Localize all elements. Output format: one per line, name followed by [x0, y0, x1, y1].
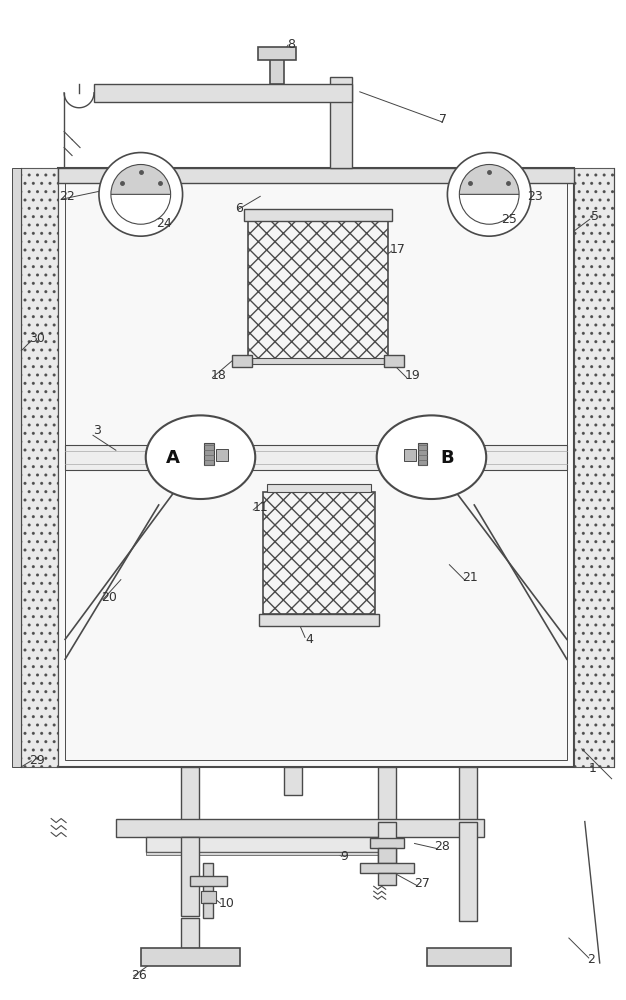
Bar [180, 767, 198, 825]
Text: 11: 11 [252, 501, 268, 514]
Bar [459, 822, 477, 921]
Text: 4: 4 [305, 633, 313, 646]
Text: 19: 19 [404, 369, 420, 382]
Text: 20: 20 [101, 591, 117, 604]
Bar [377, 873, 396, 885]
Bar [116, 819, 485, 837]
Bar [58, 168, 574, 183]
Wedge shape [111, 164, 171, 194]
Bar [13, 168, 21, 767]
Bar [428, 948, 511, 966]
Bar [574, 168, 613, 767]
Bar [360, 863, 414, 873]
Text: 2: 2 [587, 953, 595, 966]
Bar [58, 168, 574, 767]
Bar [180, 837, 198, 916]
Bar [259, 47, 296, 60]
Bar [205, 443, 215, 465]
Text: 3: 3 [93, 424, 101, 437]
Text: A: A [166, 449, 180, 467]
Bar [267, 484, 371, 492]
Bar [190, 876, 227, 886]
Circle shape [99, 153, 183, 236]
Bar [232, 355, 252, 367]
Bar [146, 837, 394, 852]
Bar [270, 52, 284, 84]
Bar [65, 445, 567, 470]
Bar [377, 822, 396, 863]
Bar [284, 767, 302, 795]
Text: 22: 22 [59, 190, 75, 203]
Ellipse shape [146, 415, 255, 499]
Text: B: B [441, 449, 454, 467]
Bar [370, 838, 404, 848]
Bar [146, 852, 394, 855]
Text: 8: 8 [287, 38, 295, 51]
Text: 17: 17 [389, 243, 406, 256]
Bar [249, 221, 387, 361]
Bar [203, 903, 213, 918]
Bar [459, 767, 477, 822]
Bar [141, 948, 240, 966]
Bar [94, 84, 352, 102]
Text: 21: 21 [463, 571, 478, 584]
Bar [21, 168, 58, 767]
Bar [65, 175, 567, 760]
Text: 26: 26 [131, 969, 146, 982]
Bar [259, 614, 379, 626]
Bar [244, 209, 392, 221]
Bar [180, 918, 198, 948]
Bar [418, 443, 428, 465]
Text: 25: 25 [501, 213, 517, 226]
Bar [217, 449, 228, 461]
Bar [252, 358, 384, 364]
Text: 18: 18 [210, 369, 227, 382]
Wedge shape [459, 164, 519, 194]
Bar [263, 492, 375, 614]
Ellipse shape [377, 415, 486, 499]
Text: 23: 23 [527, 190, 543, 203]
Text: 7: 7 [439, 113, 448, 126]
Text: 28: 28 [434, 840, 450, 853]
Bar [203, 863, 213, 891]
Text: 6: 6 [235, 202, 244, 215]
Bar [384, 355, 404, 367]
Bar [377, 767, 396, 822]
Text: 9: 9 [340, 850, 348, 863]
Text: 5: 5 [591, 210, 598, 223]
Text: 27: 27 [414, 877, 431, 890]
Bar [330, 77, 352, 168]
Text: 10: 10 [218, 897, 234, 910]
Text: 1: 1 [589, 762, 597, 775]
Bar [377, 848, 396, 863]
Text: 30: 30 [29, 332, 45, 345]
Bar [404, 449, 416, 461]
Text: 29: 29 [29, 754, 45, 767]
Text: 24: 24 [156, 217, 172, 230]
Circle shape [448, 153, 531, 236]
Bar [200, 891, 217, 903]
